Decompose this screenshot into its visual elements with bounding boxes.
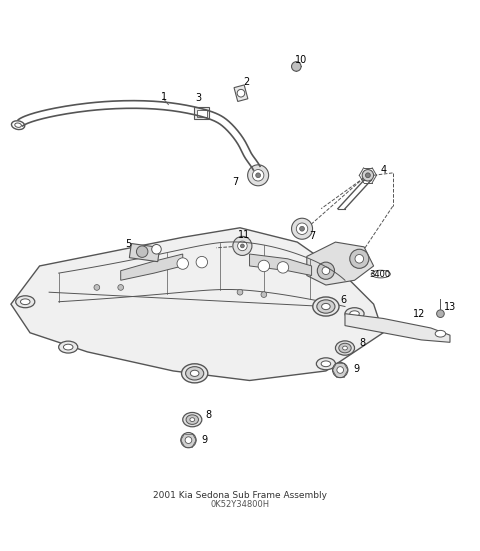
Circle shape (322, 267, 330, 274)
Ellipse shape (63, 344, 73, 350)
Bar (197, 110, 206, 117)
Text: 2: 2 (243, 77, 249, 87)
Circle shape (237, 289, 243, 295)
Polygon shape (345, 314, 450, 342)
Ellipse shape (190, 418, 195, 422)
Circle shape (177, 258, 189, 269)
Ellipse shape (186, 415, 199, 424)
Bar (234, 85, 248, 101)
Circle shape (317, 262, 335, 279)
Text: 5: 5 (125, 240, 131, 250)
Ellipse shape (12, 121, 24, 129)
Circle shape (136, 246, 148, 257)
Bar (194, 107, 209, 120)
Ellipse shape (371, 270, 390, 278)
Ellipse shape (183, 413, 202, 427)
Text: 7: 7 (310, 231, 316, 241)
Circle shape (258, 260, 270, 272)
Ellipse shape (336, 341, 355, 355)
Text: 1: 1 (161, 91, 167, 101)
Ellipse shape (186, 366, 204, 380)
Circle shape (237, 89, 245, 97)
Ellipse shape (317, 300, 335, 313)
Circle shape (94, 284, 100, 290)
Circle shape (296, 223, 308, 235)
Circle shape (233, 236, 252, 256)
Text: 7: 7 (232, 177, 239, 187)
Text: 6: 6 (340, 295, 346, 305)
Circle shape (350, 249, 369, 268)
Text: 2001 Kia Sedona Sub Frame Assembly: 2001 Kia Sedona Sub Frame Assembly (153, 490, 327, 500)
Text: 10: 10 (295, 55, 307, 65)
Circle shape (118, 284, 123, 290)
Circle shape (238, 241, 247, 251)
Ellipse shape (343, 346, 348, 350)
Text: 8: 8 (205, 410, 212, 420)
Text: 9: 9 (354, 364, 360, 374)
Ellipse shape (339, 343, 351, 353)
Circle shape (291, 62, 301, 71)
Ellipse shape (181, 364, 208, 383)
Ellipse shape (15, 123, 22, 127)
Circle shape (437, 310, 444, 317)
Ellipse shape (321, 361, 331, 366)
Text: 9: 9 (201, 435, 207, 445)
Ellipse shape (313, 297, 339, 316)
Text: 11: 11 (238, 230, 250, 240)
Circle shape (252, 170, 264, 181)
Polygon shape (307, 242, 373, 285)
Circle shape (355, 255, 364, 263)
Bar (130, 244, 160, 262)
Text: 3: 3 (195, 93, 202, 103)
Ellipse shape (21, 299, 30, 305)
Text: 13: 13 (444, 301, 456, 311)
Circle shape (337, 366, 344, 374)
Ellipse shape (16, 296, 35, 307)
Text: 0K52Y34800H: 0K52Y34800H (210, 500, 270, 509)
Circle shape (248, 165, 269, 186)
Ellipse shape (316, 358, 336, 370)
Polygon shape (120, 254, 183, 280)
Circle shape (152, 245, 161, 254)
Circle shape (256, 173, 261, 177)
Circle shape (196, 256, 207, 268)
Text: 8: 8 (359, 338, 365, 348)
Ellipse shape (322, 304, 330, 310)
Text: 4: 4 (380, 165, 386, 175)
Ellipse shape (350, 311, 360, 316)
Circle shape (300, 226, 304, 231)
Circle shape (185, 437, 192, 444)
Circle shape (333, 363, 348, 377)
Circle shape (240, 244, 244, 248)
Ellipse shape (59, 341, 78, 353)
Circle shape (261, 291, 267, 298)
Circle shape (291, 218, 312, 239)
Circle shape (277, 262, 288, 273)
Polygon shape (11, 228, 383, 381)
Polygon shape (250, 254, 312, 276)
Circle shape (365, 173, 370, 177)
Text: 3400: 3400 (369, 269, 390, 279)
Ellipse shape (435, 331, 446, 337)
Ellipse shape (191, 370, 199, 376)
Text: 12: 12 (413, 309, 425, 318)
Circle shape (362, 170, 373, 181)
Ellipse shape (345, 307, 364, 320)
Circle shape (181, 433, 196, 448)
